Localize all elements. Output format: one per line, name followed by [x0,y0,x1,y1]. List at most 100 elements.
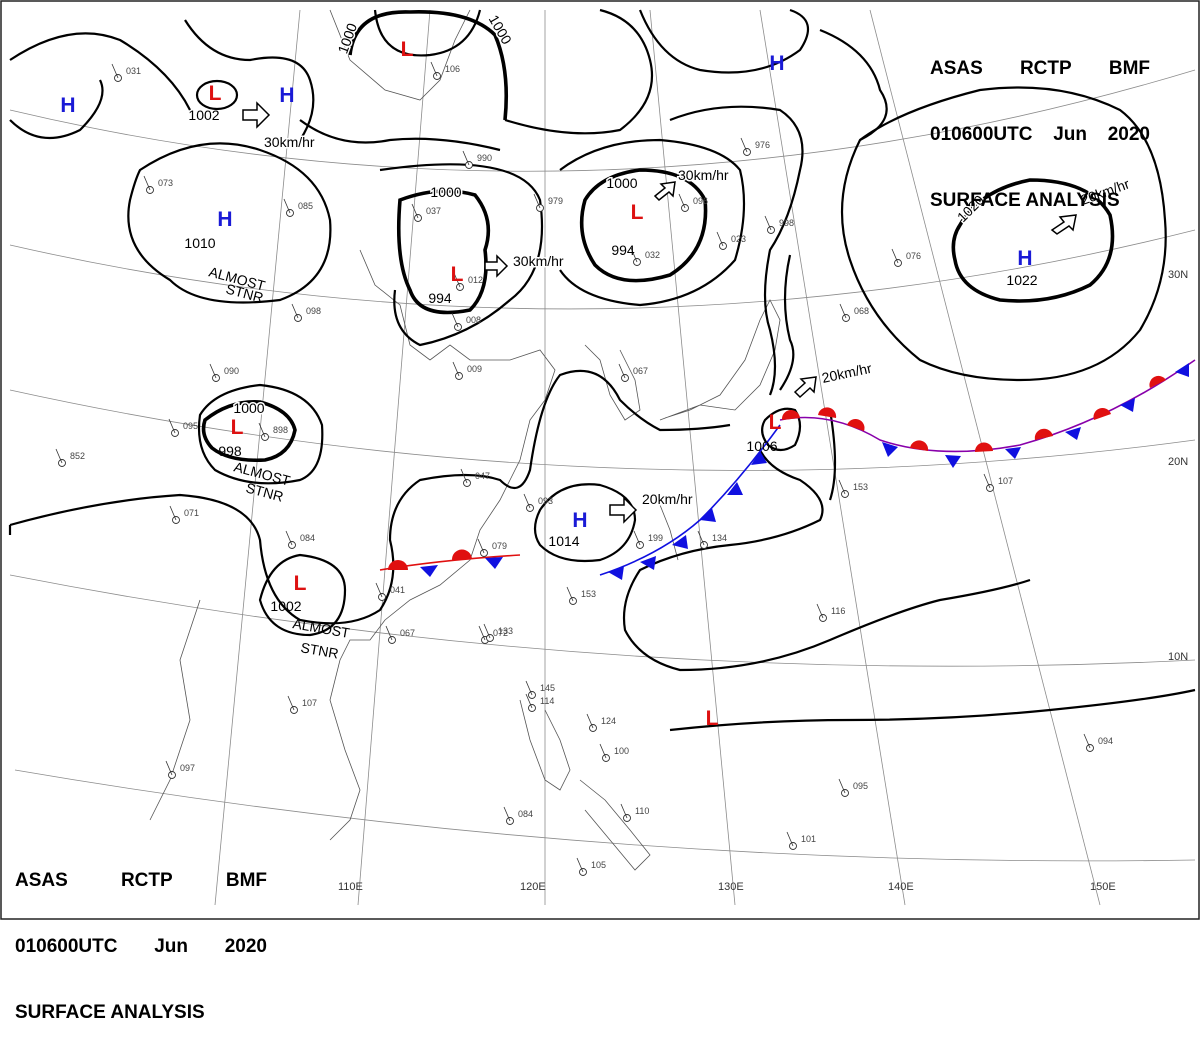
wind-barb [816,603,824,619]
latitude-line-30n [9,229,1196,310]
low-pressure-symbol: L [631,201,644,224]
low-pressure-symbol: L [209,82,222,105]
wind-barb [523,493,531,509]
station-pressure: 012 [468,275,483,285]
station-pressure: 041 [390,585,405,595]
latitude-line-10n [9,574,1196,667]
isobar [9,79,104,140]
movement-speed-label: 30km/hr [513,253,564,269]
coastlines [149,9,781,871]
longitude-line-140e [759,9,906,906]
low-pressure-symbol: L [769,411,782,434]
warm-front-semicircle [781,409,800,420]
latitude-label: 30N [1168,269,1188,281]
wind-barb [451,312,459,328]
warm-front-semicircle [1093,407,1111,420]
isobar-value-label: 1000 [233,400,264,416]
pressure-value: 1002 [270,598,301,614]
header-line-1: ASAS RCTP BMF [930,58,1150,80]
station-pressure: 107 [302,698,317,708]
wind-barb [452,361,460,377]
header-time: 010600UTC [930,124,1033,145]
pressure-value: 1002 [188,107,219,123]
pressure-value: 1022 [1006,272,1037,288]
cold-front-triangle [1005,447,1021,459]
almost-stationary-note: STNR [299,639,339,661]
station-pressure: 047 [475,471,490,481]
footer-line-1: ASAS RCTP BMF [15,870,267,892]
station-pressure: 095 [183,421,198,431]
wind-barb [891,248,899,264]
isobar [9,369,731,625]
isobar [195,79,239,111]
header-line-2: 010600UTC Jun 2020 [930,124,1150,146]
map-frame [0,0,1200,920]
footer-year: 2020 [224,936,267,957]
longitude-line-130e [649,9,736,906]
movement-speed-label: 30km/hr [678,167,729,183]
longitude-label: 140E [888,881,914,893]
station-pressure: 095 [853,781,868,791]
station-pressure: 098 [306,306,321,316]
footer-bmf: BMF [225,870,267,891]
latitude-line-0 [14,769,1196,862]
warm-front-semicircle [1034,428,1053,440]
coast-japan [659,299,781,421]
cold-front-main [599,424,781,580]
isobar-1020 [951,178,1115,303]
station-pressure: 990 [477,153,492,163]
warm-front-semicircle [1149,375,1166,388]
isobar-1000 [348,10,508,121]
longitude-label: 110E [338,881,363,893]
header-line-3: SURFACE ANALYSIS [930,190,1150,212]
isobar [622,449,1031,672]
wind-barb [143,175,151,191]
wind-barb [483,623,491,639]
station-pressure: 084 [300,533,315,543]
isobar-value-label: 1000 [430,184,461,200]
station-pressure: 199 [648,533,663,543]
station-pressure: 145 [540,683,555,693]
isobar [840,86,1167,382]
wind-barb [620,803,628,819]
high-pressure-symbol: H [1017,247,1032,270]
wind-barb [697,530,705,546]
footer-line-2: 010600UTC Jun 2020 [15,936,267,958]
longitude-line-150e [869,9,1101,906]
high-pressure-symbol: H [60,94,75,117]
footer-station-id: RCTP [120,870,173,891]
cold-front-triangle [672,535,688,549]
isobar [379,163,544,347]
pressure-value: 1010 [184,235,215,251]
isobar [299,119,501,152]
station-pressure: 037 [426,206,441,216]
coast-philippines-south [579,779,651,871]
coast-china [339,249,556,661]
station-pressure: 153 [853,482,868,492]
station-pressure: 852 [70,451,85,461]
movement-arrow [653,181,676,202]
isobar-value-label: 1000 [606,175,637,191]
station-pressure: 979 [548,196,563,206]
longitude-line-110e [357,9,431,906]
footer-time: 010600UTC [15,936,118,957]
wind-barb [285,530,293,546]
station-pressure: 100 [614,746,629,756]
station-pressure: 976 [755,140,770,150]
low-pressure-symbol: L [401,38,414,61]
wind-barb [460,468,468,484]
wind-barb [525,693,533,709]
high-pressure-symbol: H [769,52,784,75]
low-pressure-symbol: L [294,572,307,595]
movement-arrow [1050,214,1077,235]
cold-front-triangle [727,482,743,495]
header-station-type: ASAS [930,58,983,79]
cold-front-triangle [420,565,438,577]
isobar [373,9,482,57]
wind-barb [453,272,461,288]
station-pressure: 133 [498,626,513,636]
wind-barb [503,806,511,822]
cold-front-triangle [882,442,898,457]
wind-barb [165,760,173,776]
